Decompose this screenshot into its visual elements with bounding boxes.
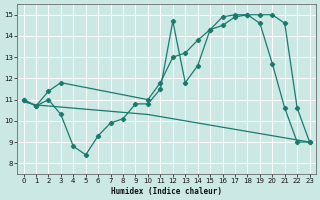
X-axis label: Humidex (Indice chaleur): Humidex (Indice chaleur) bbox=[111, 187, 222, 196]
